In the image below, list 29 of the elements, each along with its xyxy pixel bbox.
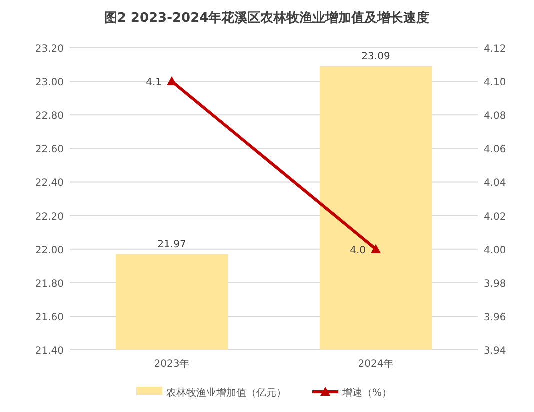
y-tick-label: 23.20 [35,44,64,55]
data-label: 23.09 [362,51,390,62]
chart-title: 图2 2023-2024年花溪区农林牧渔业增加值及增长速度 [104,10,430,26]
y-tick-label: 22.80 [35,111,64,122]
y-tick-label: 22.60 [35,144,64,156]
y-tick-label: 22.00 [35,245,64,256]
y2-tick-label: 4.10 [484,78,506,89]
y-tick-label: 23.00 [35,78,64,89]
legend-label: 农林牧渔业增加值（亿元） [166,387,286,399]
y2-tick-label: 4.02 [484,212,506,223]
data-label: 4.0 [350,245,366,256]
x-tick-label: 2024年 [358,358,394,370]
y2-tick-label: 4.08 [484,111,506,122]
y2-tick-label: 4.06 [484,144,506,156]
data-label: 4.1 [146,78,162,89]
y2-tick-label: 3.98 [484,278,506,290]
y2-tick-label: 3.94 [484,346,506,357]
y-tick-label: 22.40 [35,178,64,190]
x-tick-label: 2023年 [154,358,190,370]
y-tick-label: 21.80 [35,278,64,290]
data-label: 21.97 [158,239,186,250]
y-tick-label: 21.40 [35,346,64,357]
y2-tick-label: 4.00 [484,245,506,256]
y2-tick-label: 4.12 [484,44,506,55]
y-tick-label: 22.20 [35,212,64,223]
y2-tick-label: 3.96 [484,312,506,324]
y-tick-label: 21.60 [35,312,64,324]
y2-tick-label: 4.04 [484,178,506,190]
legend-label: 增速（%） [342,387,392,399]
